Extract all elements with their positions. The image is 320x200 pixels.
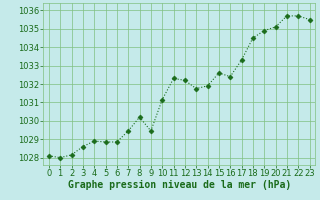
X-axis label: Graphe pression niveau de la mer (hPa): Graphe pression niveau de la mer (hPa) — [68, 180, 291, 190]
